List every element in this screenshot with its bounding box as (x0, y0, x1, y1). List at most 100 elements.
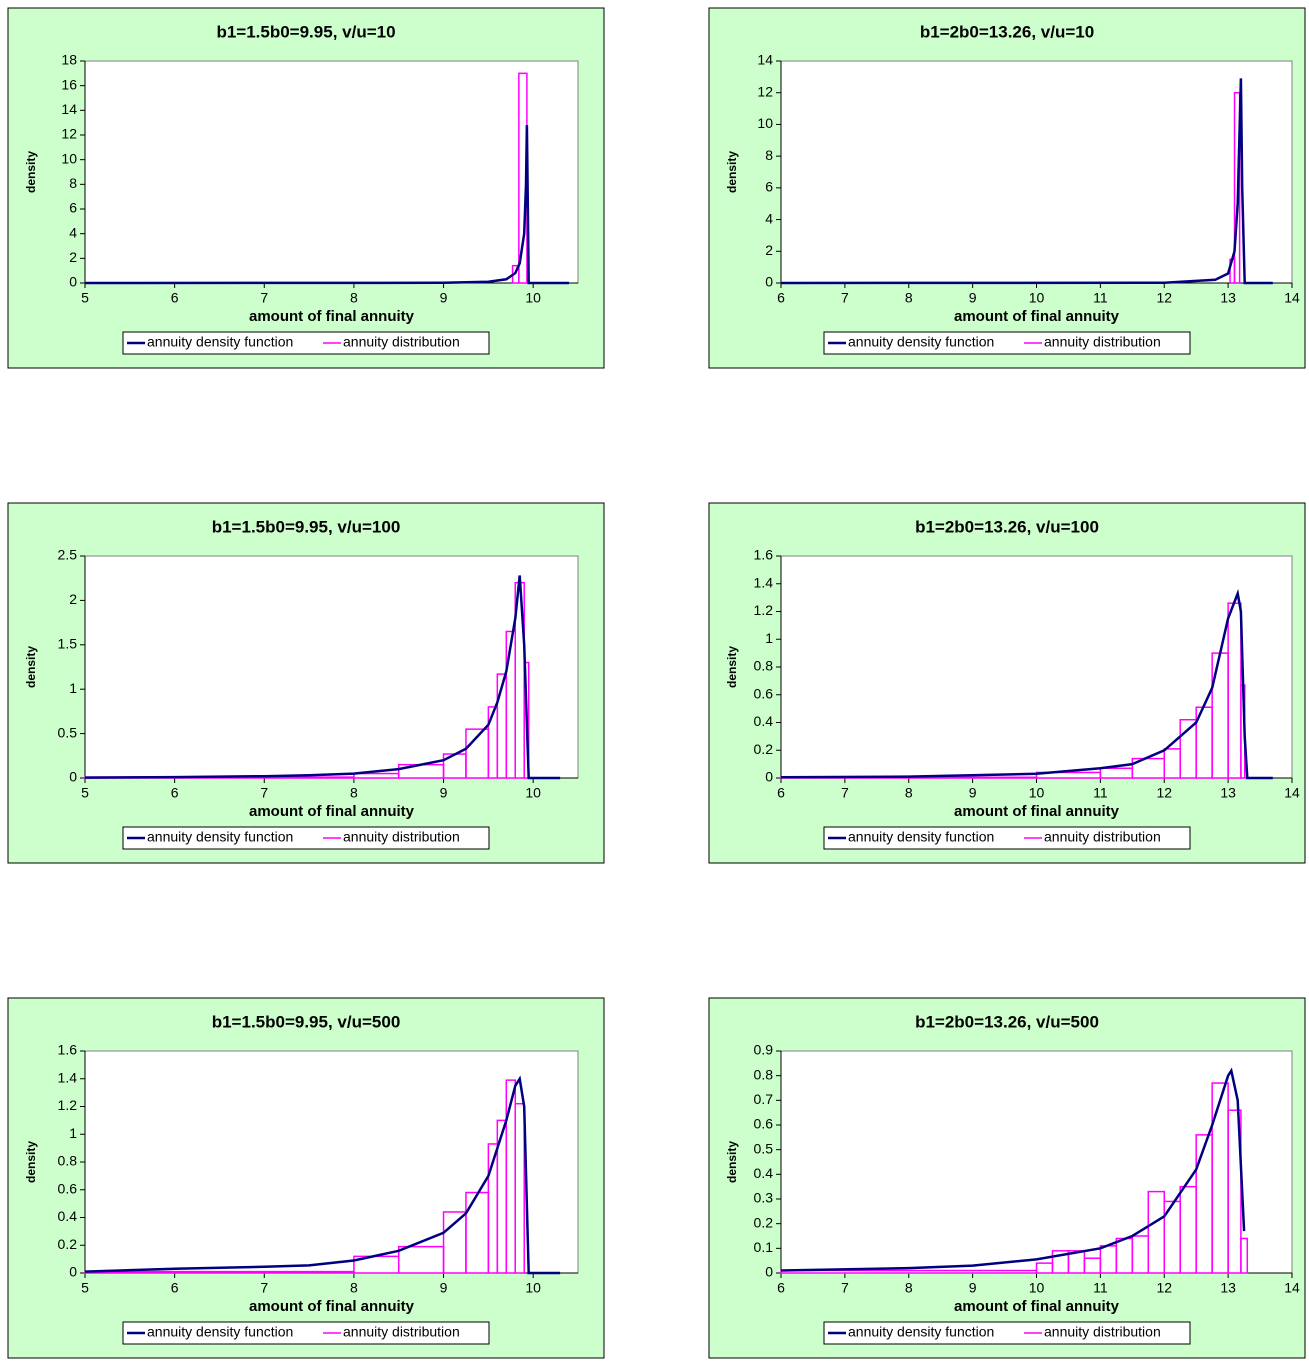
x-tick-label: 9 (440, 1280, 448, 1296)
legend-label: annuity density function (147, 829, 293, 845)
chart-title: b1=1.5b0=9.95, v/u=500 (212, 1012, 401, 1031)
x-tick-label: 9 (440, 785, 448, 801)
y-tick-label: 1.2 (58, 1097, 78, 1113)
y-tick-label: 0 (69, 274, 77, 290)
y-tick-label: 14 (757, 52, 773, 68)
y-tick-label: 0.9 (754, 1042, 774, 1058)
legend-label: annuity density function (848, 334, 994, 350)
chart-title: b1=2b0=13.26, v/u=10 (920, 22, 1094, 41)
y-tick-label: 0.6 (58, 1180, 78, 1196)
histogram-bar (1240, 1237, 1249, 1274)
x-tick-label: 13 (1220, 1280, 1236, 1296)
legend (823, 331, 1191, 355)
y-tick-label: 0.4 (58, 1208, 78, 1224)
x-axis-label: amount of final annuity (954, 1298, 1120, 1315)
plot-area (780, 1050, 1293, 1274)
y-tick-label: 0.4 (754, 1165, 774, 1181)
y-tick-label: 0.4 (754, 713, 774, 729)
x-tick-label: 6 (171, 290, 179, 306)
x-tick-label: 8 (905, 785, 913, 801)
x-tick-label: 10 (1029, 1280, 1045, 1296)
x-tick-label: 7 (841, 1280, 849, 1296)
x-tick-label: 11 (1093, 290, 1108, 306)
x-tick-label: 6 (171, 1280, 179, 1296)
y-tick-label: 0.2 (754, 741, 774, 757)
x-tick-label: 12 (1156, 290, 1172, 306)
x-tick-label: 5 (81, 1280, 89, 1296)
x-tick-label: 8 (905, 1280, 913, 1296)
x-tick-label: 13 (1220, 785, 1236, 801)
density-line (84, 1075, 561, 1275)
y-tick-label: 18 (61, 52, 77, 68)
chart-title: b1=1.5b0=9.95, v/u=100 (212, 517, 401, 536)
x-tick-label: 6 (777, 290, 785, 306)
x-tick-label: 9 (969, 1280, 977, 1296)
chart: b1=2b0=13.26, v/u=500 0 0.1 0.2 0.3 0.4 0.5 0.6… (708, 997, 1306, 1359)
legend-label: annuity distribution (343, 829, 460, 845)
y-tick-label: 14 (61, 101, 77, 117)
y-tick-label: 10 (61, 150, 77, 166)
y-tick-label: 1.6 (754, 547, 774, 563)
x-tick-label: 7 (841, 785, 849, 801)
y-tick-label: 8 (69, 175, 77, 191)
legend-label: annuity density function (147, 1324, 293, 1340)
y-axis-label: density (24, 646, 38, 688)
x-tick-label: 9 (440, 290, 448, 306)
x-axis-label: amount of final annuity (954, 803, 1120, 820)
legend-label: annuity density function (848, 829, 994, 845)
x-tick-label: 9 (969, 290, 977, 306)
x-tick-label: 5 (81, 290, 89, 306)
x-tick-label: 10 (1029, 290, 1045, 306)
x-tick-label: 8 (350, 290, 358, 306)
x-axis-label: amount of final annuity (954, 308, 1120, 325)
legend (122, 826, 490, 850)
x-tick-label: 6 (777, 785, 785, 801)
x-tick-label: 7 (260, 1280, 268, 1296)
density-line (84, 125, 569, 285)
y-tick-label: 0.8 (754, 658, 774, 674)
y-tick-label: 16 (61, 76, 77, 92)
legend-label: annuity distribution (1044, 1324, 1161, 1340)
y-tick-label: 6 (765, 179, 773, 195)
density-line (780, 78, 1273, 285)
x-tick-label: 9 (969, 785, 977, 801)
y-tick-label: 1 (69, 1125, 77, 1141)
y-tick-label: 0 (765, 769, 773, 785)
x-tick-label: 12 (1156, 785, 1172, 801)
legend-label: annuity density function (848, 1324, 994, 1340)
legend-label: annuity distribution (343, 334, 460, 350)
x-tick-label: 8 (905, 290, 913, 306)
y-tick-label: 0.2 (754, 1214, 774, 1230)
y-tick-label: 8 (765, 147, 773, 163)
legend (122, 1321, 490, 1345)
x-tick-label: 5 (81, 785, 89, 801)
x-axis-label: amount of final annuity (249, 803, 415, 820)
y-tick-label: 0.6 (754, 685, 774, 701)
y-axis-label: density (725, 151, 739, 193)
y-tick-label: 2 (69, 249, 77, 265)
x-tick-label: 11 (1093, 1280, 1108, 1296)
chart-title: b1=1.5b0=9.95, v/u=10 (216, 22, 395, 41)
histogram-bar (84, 1270, 355, 1274)
y-tick-label: 12 (757, 83, 773, 99)
y-axis-label: density (24, 151, 38, 193)
y-tick-label: 0.1 (754, 1239, 774, 1255)
x-tick-label: 14 (1284, 785, 1300, 801)
chart: b1=1.5b0=9.95, v/u=500 0 0.2 0.4 0.6 0.8 1 1.2 1… (7, 997, 605, 1359)
legend-label: annuity distribution (343, 1324, 460, 1340)
y-tick-label: 4 (69, 224, 77, 240)
y-tick-label: 0.2 (58, 1236, 78, 1252)
x-tick-label: 10 (525, 1280, 541, 1296)
x-axis-label: amount of final annuity (249, 308, 415, 325)
x-tick-label: 10 (525, 290, 541, 306)
y-tick-label: 1 (69, 680, 77, 696)
legend (823, 1321, 1191, 1345)
x-axis-label: amount of final annuity (249, 1298, 415, 1315)
x-tick-label: 11 (1093, 785, 1108, 801)
histogram-bar (514, 1102, 525, 1274)
y-tick-label: 12 (61, 126, 77, 142)
y-tick-label: 2 (765, 242, 773, 258)
legend-label: annuity distribution (1044, 334, 1161, 350)
y-axis-label: density (725, 1141, 739, 1183)
